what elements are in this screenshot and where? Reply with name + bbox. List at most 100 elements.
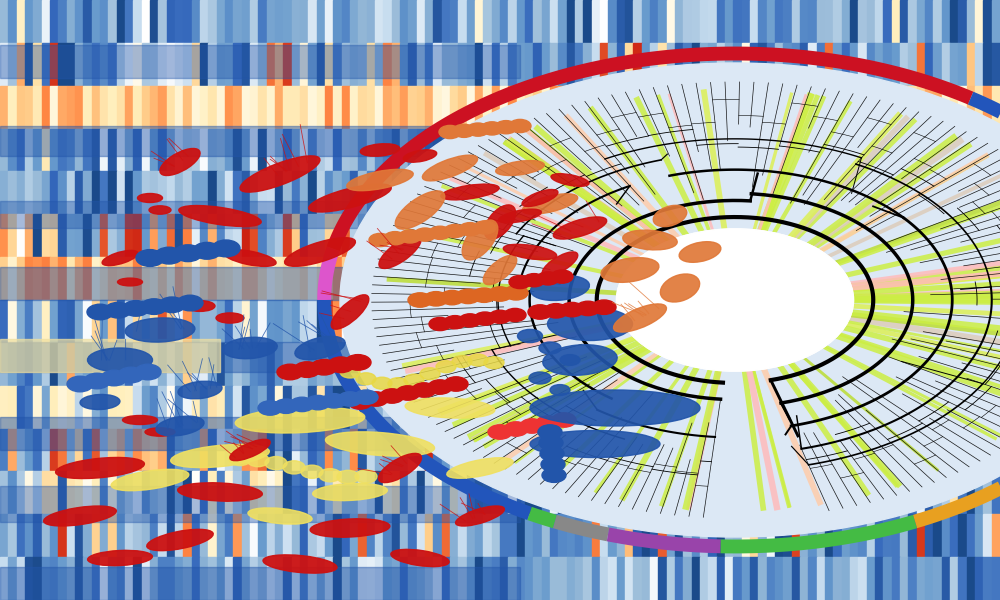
Bar — [42, 557, 50, 600]
Bar — [775, 428, 783, 472]
Bar — [925, 43, 933, 86]
Bar — [333, 343, 342, 386]
Bar — [708, 214, 717, 257]
Bar — [225, 172, 233, 214]
Bar — [67, 300, 75, 343]
Bar — [175, 43, 183, 86]
Bar — [175, 172, 183, 214]
Bar — [275, 43, 283, 86]
Bar — [692, 557, 700, 600]
Bar — [625, 386, 633, 428]
Bar — [583, 557, 592, 600]
Bar — [17, 343, 25, 386]
Bar — [750, 514, 758, 557]
Circle shape — [159, 297, 185, 313]
Bar — [108, 386, 117, 428]
Bar — [758, 257, 767, 300]
Bar — [275, 0, 283, 43]
Circle shape — [301, 465, 323, 478]
Bar — [767, 128, 775, 172]
Bar — [258, 386, 267, 428]
Bar — [492, 386, 500, 428]
Ellipse shape — [179, 206, 261, 226]
Bar — [83, 557, 92, 600]
Bar — [558, 257, 567, 300]
Bar — [500, 343, 508, 386]
Bar — [400, 172, 408, 214]
Bar — [850, 386, 858, 428]
Bar — [650, 257, 658, 300]
Bar — [158, 514, 167, 557]
Bar — [575, 128, 583, 172]
Bar — [883, 0, 892, 43]
Bar — [675, 428, 683, 472]
Bar — [683, 0, 692, 43]
Bar — [408, 0, 417, 43]
Bar — [100, 214, 108, 257]
Bar — [967, 557, 975, 600]
Bar — [658, 0, 667, 43]
Bar — [425, 128, 433, 172]
Bar — [275, 172, 283, 214]
Bar — [650, 386, 658, 428]
Ellipse shape — [235, 407, 365, 433]
Bar — [667, 472, 675, 514]
Bar — [842, 86, 850, 128]
Bar — [708, 428, 717, 472]
Bar — [50, 172, 58, 214]
Bar — [67, 428, 75, 472]
Ellipse shape — [530, 431, 660, 457]
Bar — [675, 43, 683, 86]
Bar — [633, 343, 642, 386]
Bar — [783, 0, 792, 43]
Bar — [142, 172, 150, 214]
Bar — [425, 214, 433, 257]
Bar — [575, 172, 583, 214]
Bar — [17, 86, 25, 128]
Bar — [450, 472, 458, 514]
Bar — [592, 128, 600, 172]
Bar — [642, 514, 650, 557]
Bar — [275, 428, 283, 472]
Bar — [50, 257, 58, 300]
Bar — [50, 128, 58, 172]
Bar — [667, 386, 675, 428]
Bar — [867, 386, 875, 428]
Circle shape — [481, 122, 503, 135]
Bar — [875, 257, 883, 300]
Bar — [25, 428, 33, 472]
Bar — [183, 472, 192, 514]
Bar — [933, 257, 942, 300]
Bar — [283, 386, 292, 428]
Bar — [533, 386, 542, 428]
Bar — [842, 0, 850, 43]
Bar — [208, 43, 217, 86]
Bar — [950, 257, 958, 300]
Bar — [375, 557, 383, 600]
Bar — [458, 300, 467, 343]
Bar — [217, 472, 225, 514]
Bar — [533, 0, 542, 43]
Bar — [775, 472, 783, 514]
Bar — [917, 472, 925, 514]
Bar — [592, 257, 600, 300]
Bar — [800, 43, 808, 86]
Bar — [717, 0, 725, 43]
Bar — [467, 43, 475, 86]
Bar — [608, 557, 617, 600]
Bar — [750, 43, 758, 86]
Bar — [983, 428, 992, 472]
Bar — [125, 428, 133, 472]
Ellipse shape — [553, 217, 607, 239]
Bar — [225, 557, 233, 600]
Bar — [58, 557, 67, 600]
Bar — [600, 514, 608, 557]
Bar — [750, 214, 758, 257]
Bar — [333, 214, 342, 257]
Bar — [917, 86, 925, 128]
Bar — [183, 300, 192, 343]
Bar — [783, 343, 792, 386]
Bar — [100, 557, 108, 600]
Bar — [567, 128, 575, 172]
Bar — [950, 343, 958, 386]
